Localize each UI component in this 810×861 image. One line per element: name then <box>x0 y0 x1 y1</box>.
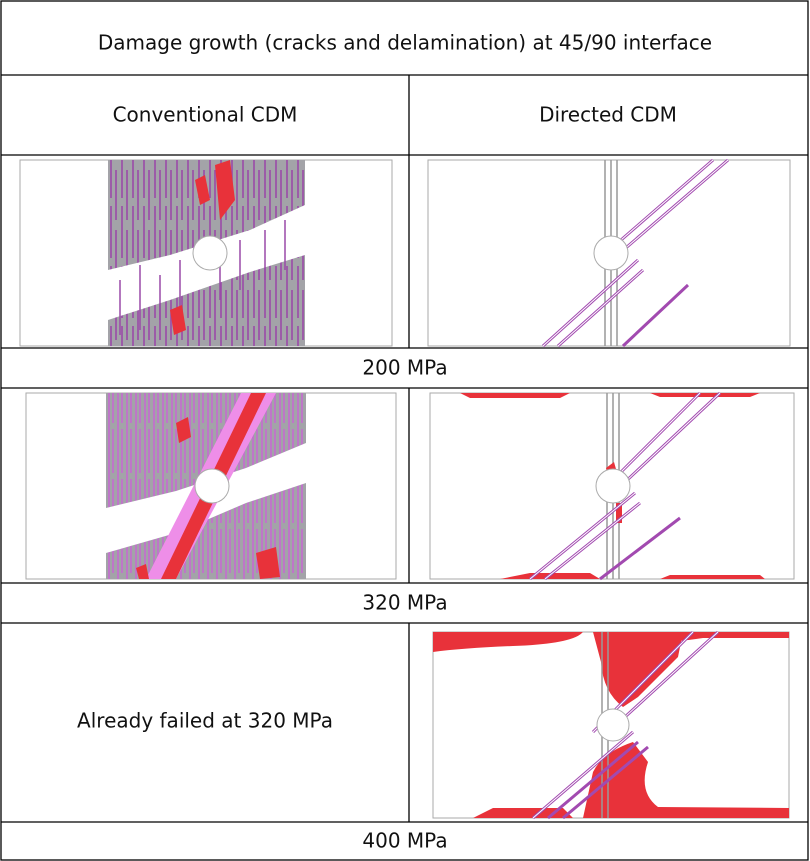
column-header: Directed CDM <box>539 103 677 127</box>
simulation-image <box>430 393 794 579</box>
stress-label: 320 MPa <box>362 591 447 615</box>
simulation-image <box>433 632 789 818</box>
comparison-table: Damage growth (cracks and delamination) … <box>0 0 810 861</box>
simulation-image <box>26 393 396 579</box>
simulation-image <box>428 160 790 346</box>
column-header: Conventional CDM <box>113 103 298 127</box>
stress-label: 400 MPa <box>362 829 447 853</box>
failed-note: Already failed at 320 MPa <box>77 709 333 733</box>
table-title: Damage growth (cracks and delamination) … <box>98 31 712 55</box>
stress-label: 200 MPa <box>362 356 447 380</box>
simulation-image <box>20 160 392 346</box>
